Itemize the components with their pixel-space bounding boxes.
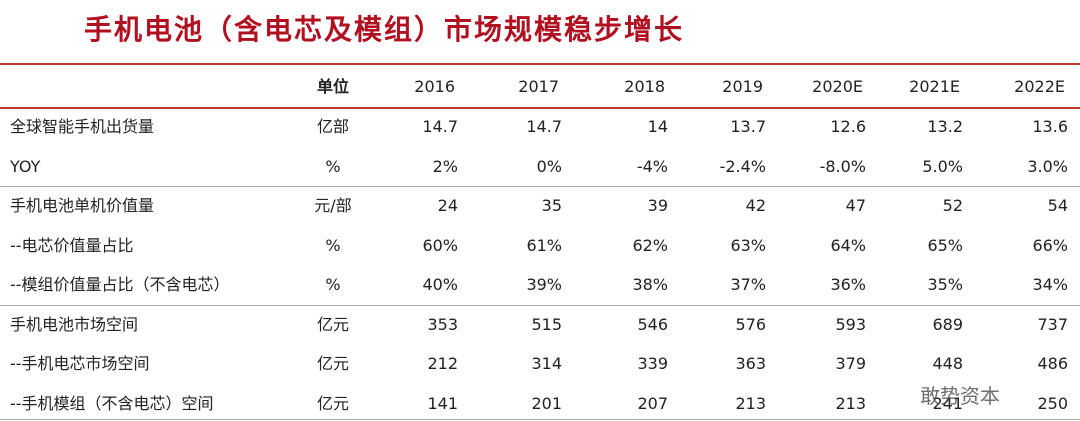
- row-label: 全球智能手机出货量: [10, 117, 155, 136]
- column-header: 2016: [414, 77, 455, 96]
- value-cell: 241: [932, 393, 963, 413]
- value-cell: 13.2: [927, 117, 963, 136]
- row-label: --手机模组（不含电芯）空间: [10, 393, 214, 413]
- unit-cell: %: [325, 156, 341, 176]
- unit-cell: 亿元: [316, 354, 349, 373]
- value-cell: 14.7: [526, 117, 562, 136]
- row-label: YOY: [10, 156, 41, 176]
- value-cell: 5.0%: [922, 156, 963, 176]
- value-cell: 42: [745, 196, 766, 215]
- value-cell: 38%: [632, 275, 668, 294]
- value-cell: 13.6: [1032, 117, 1068, 136]
- header-rule: [0, 107, 1080, 109]
- column-header: 2022E: [1014, 77, 1065, 96]
- value-cell: 35: [541, 196, 562, 215]
- unit-cell: 亿元: [316, 393, 349, 413]
- watermark: 敢势资本: [920, 384, 1000, 408]
- value-cell: 39: [647, 196, 668, 215]
- value-cell: -4%: [636, 156, 668, 176]
- value-cell: 35%: [927, 275, 963, 294]
- value-cell: 213: [735, 393, 766, 413]
- value-cell: 314: [531, 354, 562, 373]
- unit-cell: 亿元: [316, 314, 349, 334]
- column-header: 2021E: [909, 77, 960, 96]
- row-label: 手机电池市场空间: [10, 314, 139, 334]
- value-cell: 36%: [830, 275, 866, 294]
- value-cell: -2.4%: [719, 156, 766, 176]
- top-rule: [0, 63, 1080, 65]
- column-header: 2018: [624, 77, 665, 96]
- value-cell: 60%: [422, 235, 458, 255]
- column-header: 2020E: [812, 77, 863, 96]
- value-cell: 593: [835, 314, 866, 334]
- value-cell: 448: [932, 354, 963, 373]
- value-cell: 61%: [526, 235, 562, 255]
- value-cell: 66%: [1032, 235, 1068, 255]
- value-cell: 141: [427, 393, 458, 413]
- value-cell: 54: [1047, 196, 1068, 215]
- value-cell: 546: [637, 314, 668, 334]
- group-rule: [0, 305, 1080, 306]
- value-cell: 24: [437, 196, 458, 215]
- row-label: 手机电池单机价值量: [10, 196, 155, 215]
- unit-cell: 亿部: [316, 117, 349, 136]
- value-cell: 201: [531, 393, 562, 413]
- value-cell: 2%: [432, 156, 458, 176]
- value-cell: 64%: [830, 235, 866, 255]
- value-cell: 62%: [632, 235, 668, 255]
- value-cell: 14.7: [422, 117, 458, 136]
- value-cell: 379: [835, 354, 866, 373]
- value-cell: 213: [835, 393, 866, 413]
- value-cell: 737: [1037, 314, 1068, 334]
- value-cell: 689: [932, 314, 963, 334]
- value-cell: 47: [845, 196, 866, 215]
- value-cell: 37%: [730, 275, 766, 294]
- unit-cell: %: [325, 275, 341, 294]
- value-cell: 34%: [1032, 275, 1068, 294]
- column-header: 2017: [518, 77, 559, 96]
- column-header: 2019: [722, 77, 763, 96]
- value-cell: 515: [531, 314, 562, 334]
- value-cell: 250: [1037, 393, 1068, 413]
- value-cell: 353: [427, 314, 458, 334]
- row-label: --手机电芯市场空间: [10, 354, 150, 373]
- value-cell: 14: [647, 117, 668, 136]
- value-cell: 486: [1037, 354, 1068, 373]
- unit-cell: %: [325, 235, 341, 255]
- value-cell: 52: [942, 196, 963, 215]
- value-cell: 576: [735, 314, 766, 334]
- value-cell: 0%: [536, 156, 562, 176]
- column-header: 单位: [316, 77, 349, 96]
- group-rule: [0, 186, 1080, 187]
- value-cell: 65%: [927, 235, 963, 255]
- value-cell: 3.0%: [1027, 156, 1068, 176]
- value-cell: -8.0%: [819, 156, 866, 176]
- value-cell: 207: [637, 393, 668, 413]
- row-label: --模组价值量占比（不含电芯）: [10, 275, 230, 294]
- value-cell: 40%: [422, 275, 458, 294]
- title: 手机电池（含电芯及模组）市场规模稳步增长: [84, 13, 685, 46]
- value-cell: 12.6: [830, 117, 866, 136]
- row-label: --电芯价值量占比: [10, 235, 134, 255]
- unit-cell: 元/部: [314, 196, 352, 215]
- value-cell: 339: [637, 354, 668, 373]
- value-cell: 63%: [730, 235, 766, 255]
- value-cell: 13.7: [730, 117, 766, 136]
- bottom-rule: [0, 419, 1080, 420]
- value-cell: 212: [427, 354, 458, 373]
- value-cell: 363: [735, 354, 766, 373]
- value-cell: 39%: [526, 275, 562, 294]
